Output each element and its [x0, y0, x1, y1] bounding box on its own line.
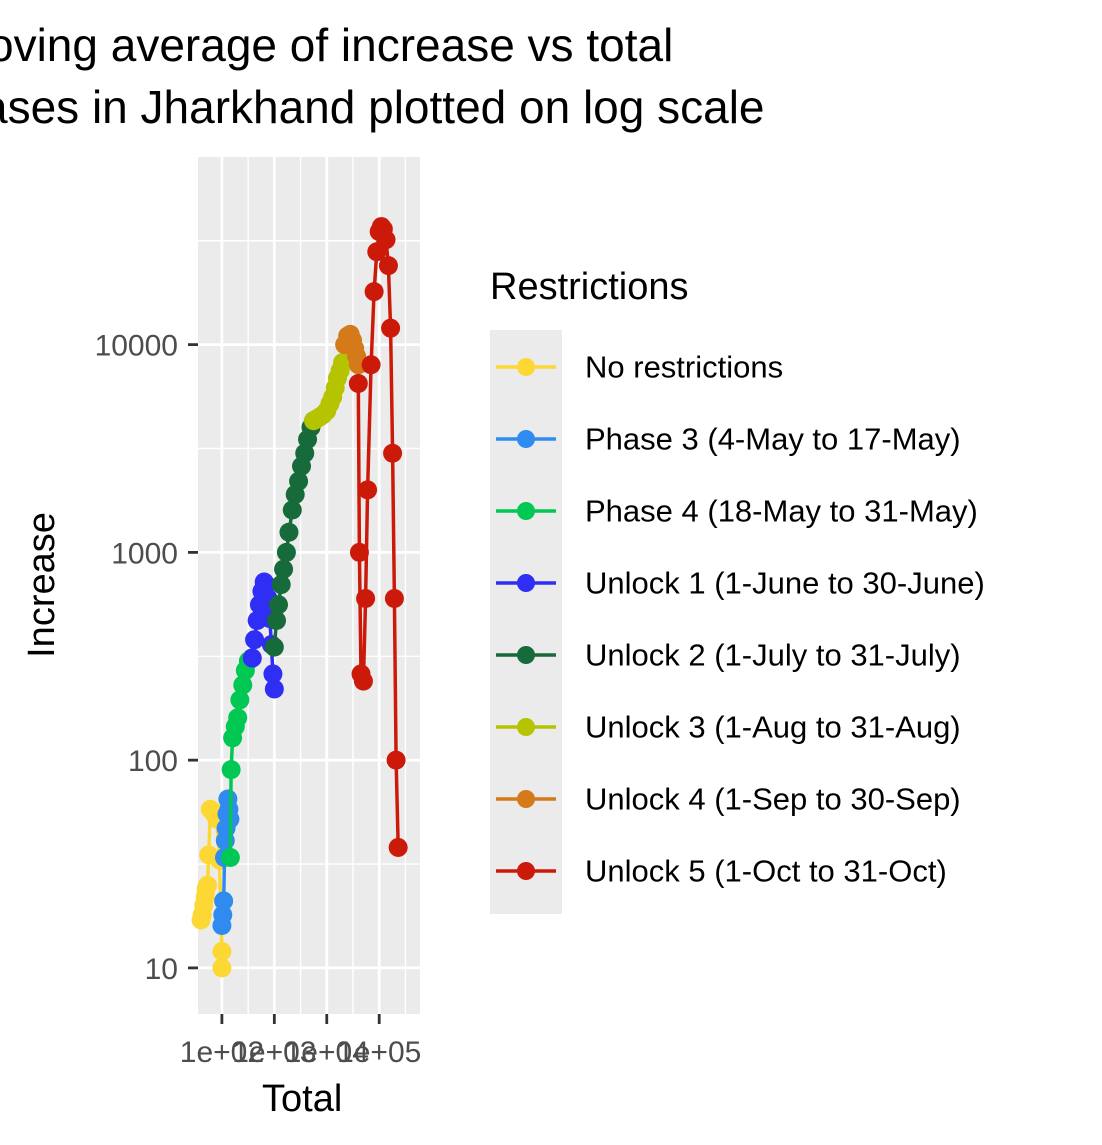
data-point-series-5 — [267, 611, 287, 631]
y-axis-title: Increase — [21, 512, 63, 658]
data-point-series-3 — [230, 690, 250, 710]
legend-label: Unlock 2 (1-July to 31-July) — [585, 637, 961, 673]
data-point-series-1 — [212, 958, 232, 978]
data-point-series-3 — [220, 847, 240, 867]
x-tick-label: 1e+03 — [232, 1036, 316, 1069]
y-tick-label: 10 — [145, 953, 178, 986]
legend-key-point — [517, 718, 535, 736]
data-point-series-5 — [271, 575, 291, 595]
data-point-series-8 — [358, 480, 378, 500]
legend-title: Restrictions — [490, 266, 689, 308]
legend-label: Unlock 3 (1-Aug to 31-Aug) — [585, 709, 961, 745]
legend-label: Phase 3 (4-May to 17-May) — [585, 421, 961, 457]
data-point-series-8 — [348, 373, 368, 393]
legend-key-point — [517, 790, 535, 808]
legend-label: Phase 4 (18-May to 31-May) — [585, 493, 978, 529]
y-tick-label: 100 — [128, 745, 178, 778]
legend-label: Unlock 4 (1-Sep to 30-Sep) — [585, 781, 961, 817]
data-point-series-8 — [386, 750, 406, 770]
plot-panel — [198, 157, 420, 1014]
data-point-series-4 — [264, 679, 284, 699]
chart-title-line-2: ases in Jharkhand plotted on log scale — [0, 81, 765, 133]
legend-key-point — [517, 862, 535, 880]
data-point-series-4 — [242, 648, 262, 668]
data-point-series-5 — [279, 522, 299, 542]
data-point-series-8 — [378, 256, 398, 276]
data-point-series-3 — [233, 675, 253, 695]
x-axis-title: Total — [262, 1078, 343, 1120]
data-point-series-4 — [256, 575, 276, 595]
data-point-series-8 — [388, 837, 408, 857]
data-point-series-8 — [381, 318, 401, 338]
data-point-series-8 — [349, 542, 369, 562]
y-tick-label: 10000 — [95, 330, 178, 363]
data-point-series-8 — [376, 230, 396, 250]
data-point-series-5 — [264, 637, 284, 657]
data-point-series-3 — [228, 708, 248, 728]
data-point-series-5 — [276, 542, 296, 562]
chart-title-line-1: oving average of increase vs total — [0, 19, 674, 71]
data-point-series-5 — [274, 559, 294, 579]
data-point-series-8 — [361, 355, 381, 375]
y-tick-label: 1000 — [111, 537, 178, 570]
legend-key-background — [490, 330, 562, 914]
x-tick-label: 1e+02 — [180, 1036, 264, 1069]
legend-key-point — [517, 502, 535, 520]
legend-key-point — [517, 574, 535, 592]
legend-key-point — [517, 430, 535, 448]
data-point-series-1 — [197, 875, 217, 895]
data-point-series-5 — [282, 500, 302, 520]
data-point-series-5 — [289, 471, 309, 491]
data-point-series-8 — [353, 671, 373, 691]
data-point-series-5 — [268, 595, 288, 615]
data-point-series-8 — [384, 588, 404, 608]
legend-key-point — [517, 646, 535, 664]
x-tick-label: 1e+05 — [337, 1036, 421, 1069]
legend-key-point — [517, 358, 535, 376]
data-point-series-2 — [214, 891, 234, 911]
x-tick-label: 1e+04 — [285, 1036, 369, 1069]
legend-label: Unlock 5 (1-Oct to 31-Oct) — [585, 853, 947, 889]
data-point-series-1 — [212, 941, 232, 961]
data-point-series-8 — [383, 443, 403, 463]
data-point-series-3 — [221, 760, 241, 780]
data-point-series-2 — [213, 905, 233, 925]
data-point-series-8 — [364, 282, 384, 302]
data-point-series-4 — [245, 630, 265, 650]
legend-label: No restrictions — [585, 349, 784, 385]
data-point-series-8 — [356, 588, 376, 608]
legend-label: Unlock 1 (1-June to 30-June) — [585, 565, 985, 601]
data-point-series-4 — [263, 664, 283, 684]
